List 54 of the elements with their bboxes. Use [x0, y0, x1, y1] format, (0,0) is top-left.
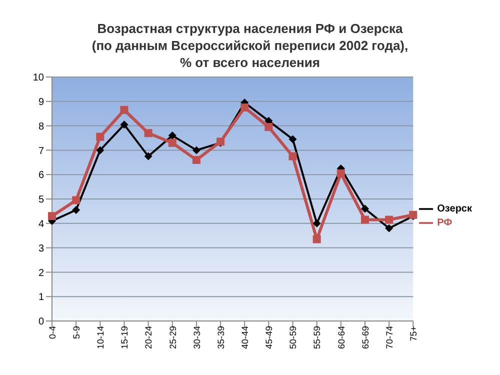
point: [72, 196, 80, 204]
y-tick-label: 2: [38, 268, 44, 279]
x-tick-label: 15-19: [120, 326, 130, 350]
x-tick-label: 0-4: [47, 326, 58, 340]
y-tick-label: 3: [38, 243, 44, 254]
point: [144, 152, 152, 160]
x-tick-label: 35-39: [216, 326, 226, 350]
point: [192, 156, 200, 164]
x-tick-label: 40-44: [240, 326, 250, 350]
point: [312, 219, 321, 228]
point: [144, 129, 152, 138]
point: [96, 132, 104, 141]
y-tick-label: 1: [38, 292, 44, 304]
x-tick-label: 20-24: [144, 326, 154, 350]
point: [120, 106, 128, 114]
x-tick-label: 70-74: [384, 326, 394, 350]
x-tick-label: 65-69: [360, 326, 370, 350]
point: [168, 138, 176, 147]
y-tick-label: 10: [32, 72, 44, 84]
legend-label: Озерск: [437, 204, 472, 215]
point: [385, 224, 394, 232]
point: [192, 146, 200, 154]
x-tick-label: 25-29: [168, 326, 178, 350]
point: [240, 104, 249, 112]
chart-title: Возрастная структура населения РФ и Озерска (по данным Всероссийской переписи 2002 года), % от всего населения: [90, 20, 410, 71]
x-tick-label: 60-64: [336, 326, 346, 350]
point: [96, 146, 104, 154]
point: [288, 152, 297, 160]
point: [360, 204, 369, 213]
y-tick-label: 5: [38, 194, 44, 206]
y-tick-label: 6: [38, 170, 44, 182]
y-tick-label: 0: [38, 316, 44, 328]
x-tick-label: 55-59: [312, 326, 322, 350]
y-tick-label: 4: [38, 218, 44, 230]
point: [120, 120, 128, 129]
y-tick-label: 9: [38, 96, 44, 108]
legend-label: РФ: [437, 218, 452, 229]
point: [312, 235, 321, 244]
point: [385, 216, 394, 224]
point: [48, 212, 56, 220]
point: [288, 135, 297, 144]
x-tick-label: 50-59: [288, 326, 298, 350]
x-tick-label: 10-14: [96, 326, 106, 350]
y-tick-label: 8: [38, 121, 44, 132]
point: [336, 169, 345, 178]
point: [360, 216, 369, 224]
x-tick-label: 30-34: [192, 326, 202, 350]
x-tick-label: 45-49: [264, 326, 274, 350]
point: [72, 206, 80, 214]
x-tick-label: 75+: [408, 326, 419, 342]
point: [264, 123, 273, 132]
x-tick-label: 5-9: [71, 326, 82, 340]
y-tick-label: 7: [38, 146, 44, 157]
point: [168, 132, 176, 140]
